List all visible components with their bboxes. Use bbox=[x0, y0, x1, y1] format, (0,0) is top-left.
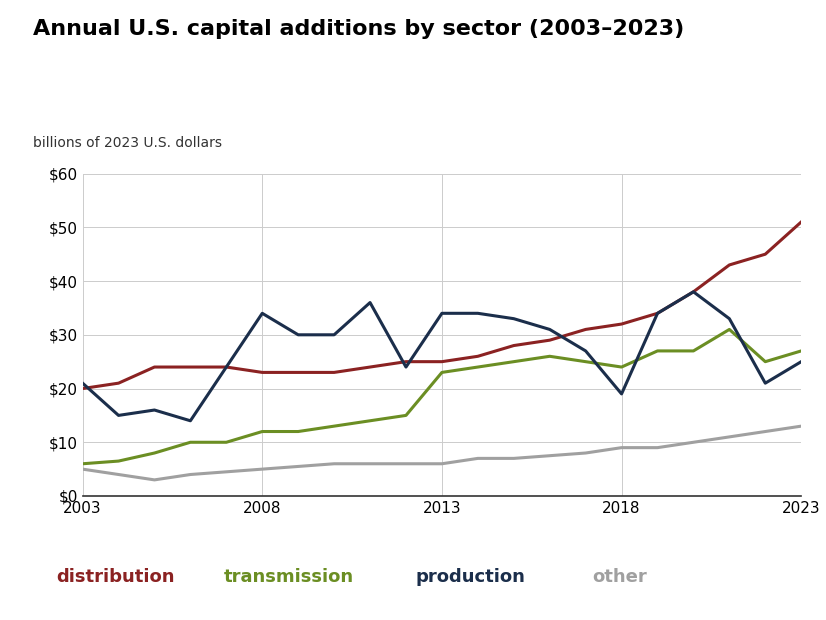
Text: distribution: distribution bbox=[56, 567, 175, 586]
Text: Annual U.S. capital additions by sector (2003–2023): Annual U.S. capital additions by sector … bbox=[33, 19, 684, 38]
Text: billions of 2023 U.S. dollars: billions of 2023 U.S. dollars bbox=[33, 136, 222, 151]
Text: other: other bbox=[592, 567, 647, 586]
Text: transmission: transmission bbox=[224, 567, 354, 586]
Text: production: production bbox=[415, 567, 526, 586]
